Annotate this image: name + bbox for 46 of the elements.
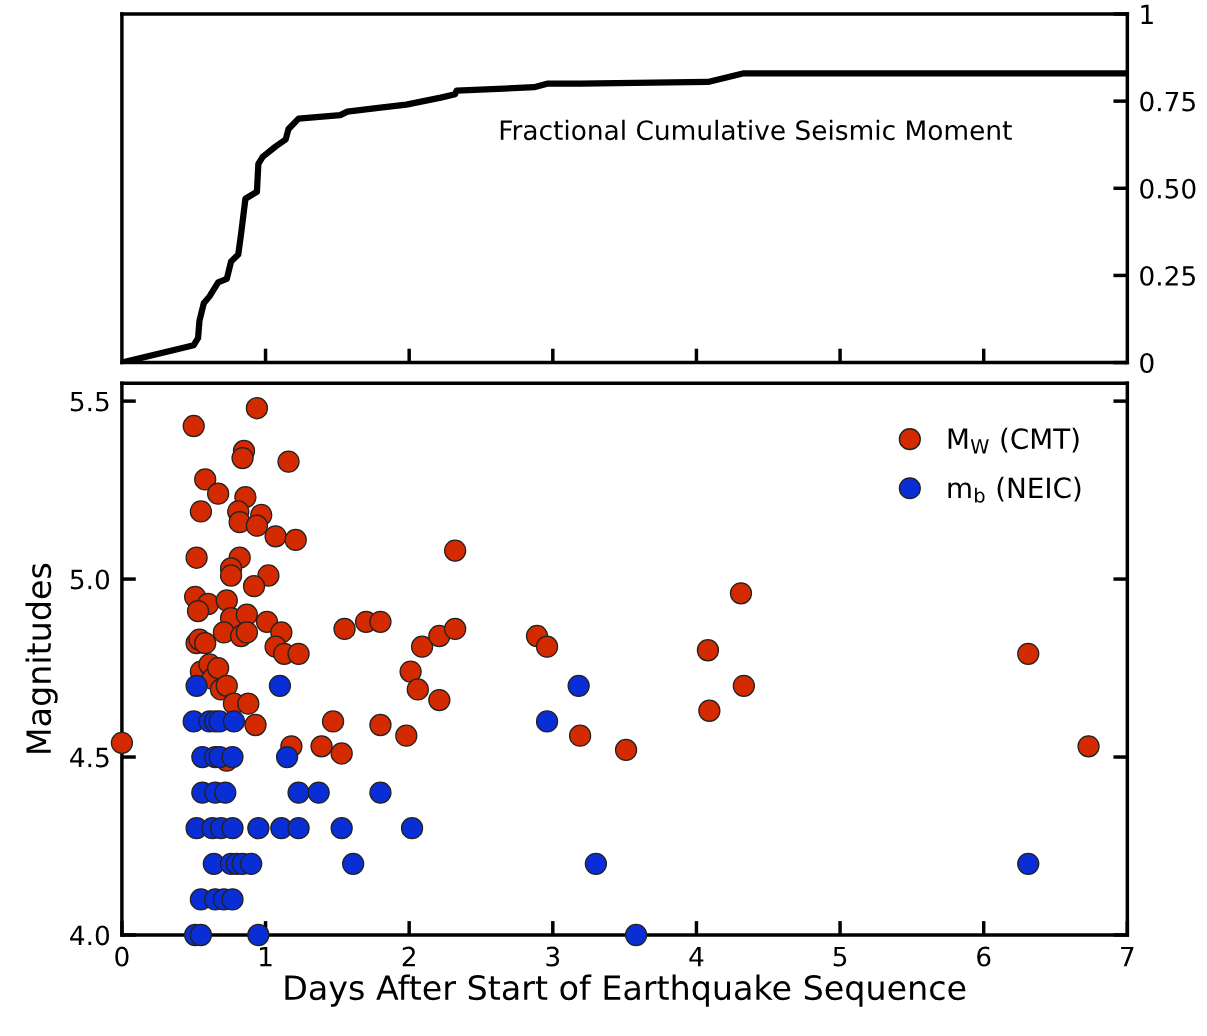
y-tick-label: 5.5 — [70, 391, 109, 412]
y-tick-label: 0.25 — [1140, 265, 1195, 286]
x-tick-label: 1 — [260, 946, 272, 967]
point — [535, 710, 559, 733]
point — [189, 923, 213, 947]
point — [221, 888, 244, 911]
point — [307, 781, 330, 804]
point — [268, 674, 292, 698]
point — [567, 674, 590, 698]
point — [330, 817, 353, 840]
point — [341, 852, 365, 875]
x-tick-label: 4 — [689, 946, 704, 967]
point — [240, 852, 263, 875]
point — [369, 781, 392, 804]
point — [1017, 852, 1040, 875]
point — [624, 923, 648, 947]
point — [287, 781, 310, 804]
legend-label: M$_{W}$ (CMT) — [948, 427, 1079, 454]
point — [287, 817, 310, 840]
y-tick-label: 0.50 — [1140, 178, 1196, 199]
y-tick-label: 0.75 — [1140, 91, 1195, 112]
x-tick-label: 7 — [1121, 946, 1134, 967]
y-axis-title: Magnitudes — [25, 563, 58, 753]
x-tick-label: 5 — [833, 946, 847, 967]
point — [275, 745, 299, 769]
x-tick-label: 2 — [402, 946, 415, 967]
point — [400, 817, 424, 840]
x-tick-label: 3 — [546, 946, 560, 967]
point — [185, 674, 208, 698]
x-tick-label: 0 — [115, 946, 129, 967]
y-tick-label: 1 — [1141, 4, 1153, 25]
point — [214, 781, 237, 804]
x-axis-title: Days After Start of Earthquake Sequence — [285, 974, 966, 1007]
point — [247, 817, 270, 840]
point — [222, 710, 246, 733]
point — [247, 923, 270, 947]
y-tick-label: 5.0 — [70, 569, 110, 590]
x-tick-label: 6 — [977, 946, 991, 967]
point — [221, 745, 244, 769]
point — [584, 852, 608, 875]
point — [221, 817, 244, 840]
y-tick-label: 4.5 — [70, 747, 109, 768]
y-tick-label: 0 — [1140, 353, 1154, 373]
annotation: Fractional Cumulative Seismic Moment — [500, 119, 1012, 141]
legend-label: m$_{b}$ (NEIC) — [948, 476, 1081, 503]
y-tick-label: 4.0 — [70, 925, 110, 946]
